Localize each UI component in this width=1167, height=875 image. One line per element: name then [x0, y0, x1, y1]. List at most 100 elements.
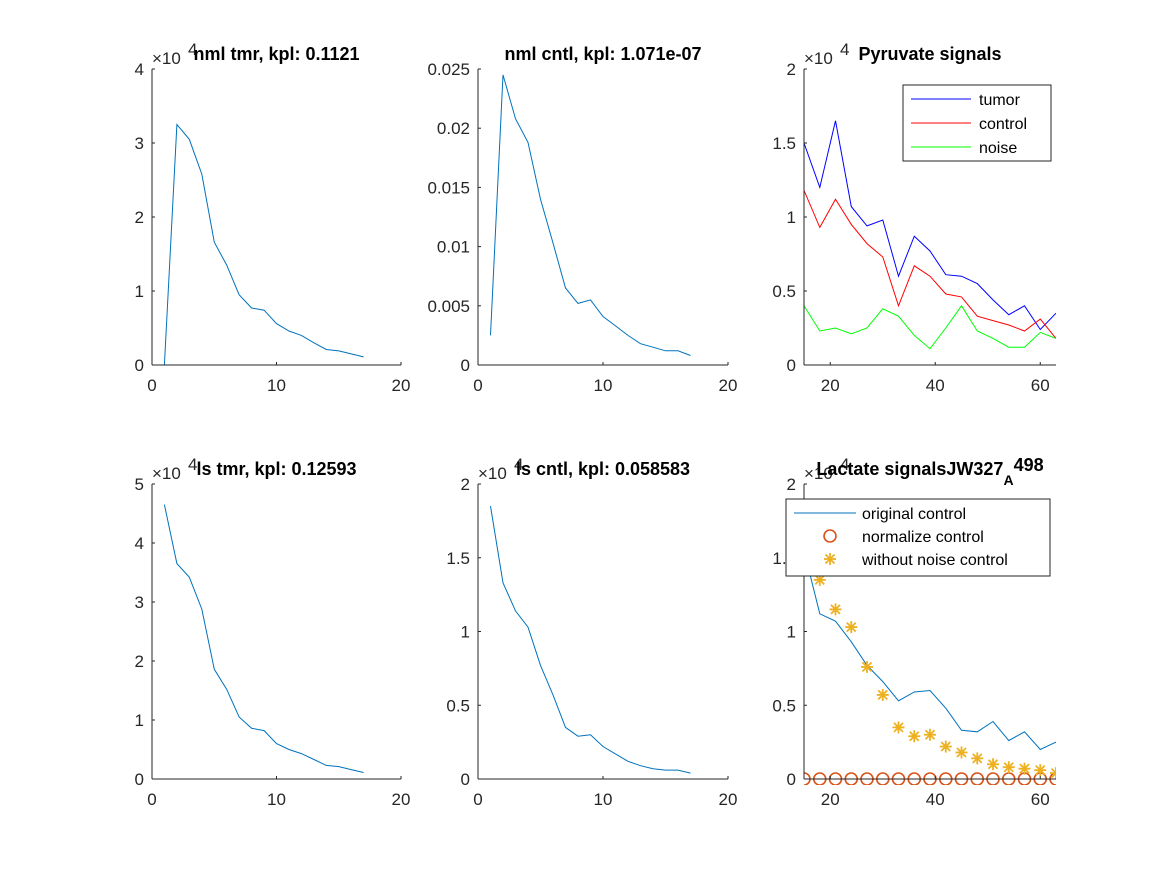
axes-background — [152, 69, 401, 365]
legend-p6: original control normalize control without… — [785, 498, 1051, 577]
y-tick-label: 0.015 — [427, 178, 470, 197]
series-without-noise-control-point — [924, 728, 936, 741]
exponent-power: 4 — [840, 40, 849, 59]
x-tick-label: 0 — [147, 376, 156, 395]
series-without-noise-control-point — [971, 752, 984, 765]
x-tick-label: 20 — [392, 376, 411, 395]
y-tick-label: 2 — [135, 208, 144, 227]
series-group — [490, 506, 691, 774]
y-tick-label: 0.01 — [437, 238, 470, 257]
x-tick-label: 40 — [926, 376, 945, 395]
series-without-noise-control-point — [1018, 762, 1031, 775]
legend-item: original control — [794, 506, 966, 523]
y-tick-label: 0.5 — [772, 282, 796, 301]
x-tick-label: 0 — [473, 790, 482, 809]
legend-label: tumor — [979, 92, 1021, 109]
chart-title: nml tmr, kpl: 0.1121 — [193, 44, 359, 64]
series-without-noise-control-point — [829, 603, 842, 616]
axes-background — [152, 484, 401, 779]
y-tick-label: 0.5 — [446, 696, 470, 715]
y-tick-label: 0 — [135, 770, 144, 789]
y-tick-label: 0.025 — [427, 60, 470, 79]
legend-item: without noise control — [824, 552, 1008, 569]
y-tick-label: 1 — [787, 623, 796, 642]
series-p5-0-line — [490, 506, 691, 774]
exponent-base: ×10 — [478, 464, 507, 483]
chart-title: ls cntl, kpl: 0.058583 — [516, 459, 690, 479]
series-control-line — [804, 190, 1056, 339]
series-without-noise-control-point — [1034, 764, 1047, 777]
x-tick-label: 60 — [1031, 376, 1050, 395]
y-tick-label: 2 — [461, 475, 470, 494]
y-tick-label: 1 — [461, 623, 470, 642]
exponent-power: 4 — [188, 455, 197, 474]
series-without-noise-control-point — [955, 746, 968, 759]
series-tumor-line — [804, 120, 1056, 331]
series-without-noise-control-point — [939, 740, 952, 753]
exponent-power: 4 — [188, 40, 197, 59]
y-tick-label: 0 — [135, 356, 144, 375]
series-without-noise-control-point — [892, 721, 905, 734]
series-p4-0-line — [163, 504, 364, 773]
axes-background — [478, 484, 728, 779]
legend-item: noise — [911, 140, 1017, 157]
y-tick-label: 0.005 — [427, 297, 470, 316]
chart-title: nml cntl, kpl: 1.071e-07 — [504, 44, 701, 64]
legend-label: normalize control — [862, 529, 984, 546]
x-tick-label: 20 — [821, 376, 840, 395]
x-tick-label: 20 — [719, 376, 738, 395]
series-noise-line — [804, 304, 1056, 350]
x-tick-label: 10 — [267, 790, 286, 809]
y-tick-label: 4 — [135, 534, 144, 553]
y-tick-label: 2 — [787, 475, 796, 494]
series-without-noise-control-point — [908, 730, 921, 743]
y-tick-label: 0 — [461, 770, 470, 789]
exponent-power: 4 — [514, 455, 523, 474]
y-exponent-label: ×10 4 — [804, 40, 849, 68]
legend-swatch — [824, 553, 836, 565]
y-tick-label: 0 — [461, 356, 470, 375]
y-tick-label: 0 — [787, 356, 796, 375]
y-tick-label: 4 — [135, 60, 144, 79]
x-tick-label: 10 — [594, 376, 613, 395]
y-tick-label: 1 — [787, 208, 796, 227]
x-tick-label: 0 — [473, 376, 482, 395]
series-original-control-line — [804, 550, 1056, 751]
exponent-base: ×10 — [804, 464, 833, 483]
series-without-noise-control-point — [876, 688, 889, 701]
series-without-noise-control-point — [845, 621, 858, 634]
axes-background — [478, 69, 728, 365]
y-tick-label: 0 — [787, 770, 796, 789]
chart-title: ls tmr, kpl: 0.12593 — [196, 459, 356, 479]
legend-item: tumor — [911, 92, 1021, 109]
y-tick-label: 3 — [135, 134, 144, 153]
series-group — [163, 123, 364, 366]
y-tick-label: 3 — [135, 593, 144, 612]
legend-label: noise — [979, 140, 1017, 157]
y-tick-label: 0.02 — [437, 119, 470, 138]
x-tick-label: 10 — [594, 790, 613, 809]
series-without-noise-control-point — [1050, 767, 1056, 780]
y-tick-label: 0.5 — [772, 696, 796, 715]
y-tick-label: 1 — [135, 711, 144, 730]
x-tick-label: 20 — [821, 790, 840, 809]
y-tick-label: 2 — [135, 652, 144, 671]
subplot-p3: 20 40 60 0 0.5 1 1.5 2 ×10 4 Pyruvate signals tumor… — [772, 40, 1056, 395]
series-group — [490, 74, 691, 356]
exponent-base: ×10 — [152, 464, 181, 483]
legend-label: control — [979, 116, 1027, 133]
x-tick-label: 10 — [267, 376, 286, 395]
exponent-base: ×10 — [152, 49, 181, 68]
series-without-noise-control-point — [1002, 761, 1015, 774]
x-tick-label: 20 — [719, 790, 738, 809]
series-without-noise-control-point — [861, 660, 873, 673]
series-without-noise-control-point — [813, 573, 826, 586]
subplot-p2: 0 10 20 0 0.005 0.01 0.015 0.02 0.025 nml cntl, k… — [427, 44, 737, 395]
series-group — [163, 504, 364, 773]
legend-label: without noise control — [861, 552, 1008, 569]
y-tick-label: 5 — [135, 475, 144, 494]
y-exponent-label: ×10 4 — [152, 455, 197, 483]
y-exponent-label: ×10 4 — [478, 455, 523, 483]
